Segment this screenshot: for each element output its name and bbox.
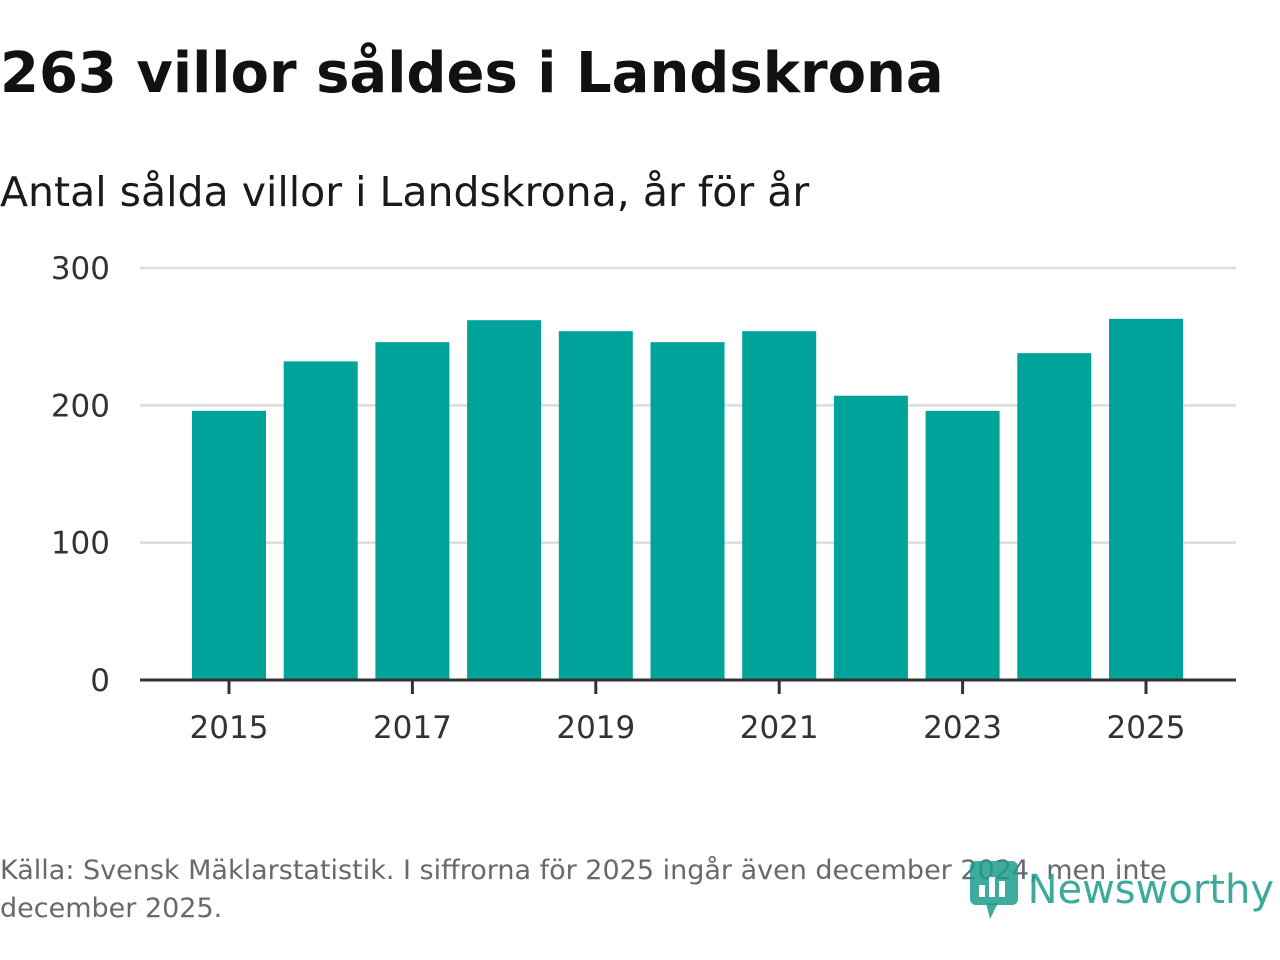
bar-2015 bbox=[192, 410, 266, 680]
y-axis-ticks: 0 100 200 300 bbox=[51, 251, 110, 699]
x-tick-label: 2025 bbox=[1107, 710, 1186, 746]
x-tick-label: 2021 bbox=[740, 710, 819, 746]
x-tick-label: 2023 bbox=[923, 710, 1002, 746]
bar-2019 bbox=[558, 331, 633, 680]
chart-title: 263 villor såldes i Landskrona bbox=[0, 41, 944, 106]
newsworthy-logo-text: Newsworthy bbox=[1027, 867, 1274, 913]
newsworthy-logo: Newsworthy bbox=[968, 858, 1274, 922]
chart-subtitle: Antal sålda villor i Landskrona, år för … bbox=[0, 168, 810, 216]
x-tick-label: 2017 bbox=[373, 710, 452, 746]
bar-2021 bbox=[742, 331, 817, 680]
bar-2022 bbox=[833, 395, 908, 680]
bar-2020 bbox=[650, 342, 725, 680]
y-tick-label: 200 bbox=[51, 388, 110, 424]
x-axis-ticks: 2015 2017 2019 2021 2023 2025 bbox=[190, 680, 1186, 746]
bar-2016 bbox=[283, 361, 358, 680]
bars bbox=[192, 318, 1183, 680]
bar-2024 bbox=[1017, 353, 1092, 680]
newsworthy-logo-icon bbox=[969, 861, 1018, 919]
bar-2025 bbox=[1109, 318, 1183, 680]
x-tick-label: 2019 bbox=[556, 710, 635, 746]
x-tick-label: 2015 bbox=[190, 710, 269, 746]
bar-2017 bbox=[375, 342, 450, 680]
bar-2023 bbox=[925, 410, 1000, 680]
bar-chart: 0 100 200 300 2015 2017 2019 2021 2023 2025 bbox=[51, 251, 1236, 746]
y-tick-label: 300 bbox=[51, 251, 110, 287]
y-tick-label: 100 bbox=[51, 526, 110, 562]
bar-2018 bbox=[467, 320, 542, 680]
y-tick-label: 0 bbox=[90, 663, 110, 699]
